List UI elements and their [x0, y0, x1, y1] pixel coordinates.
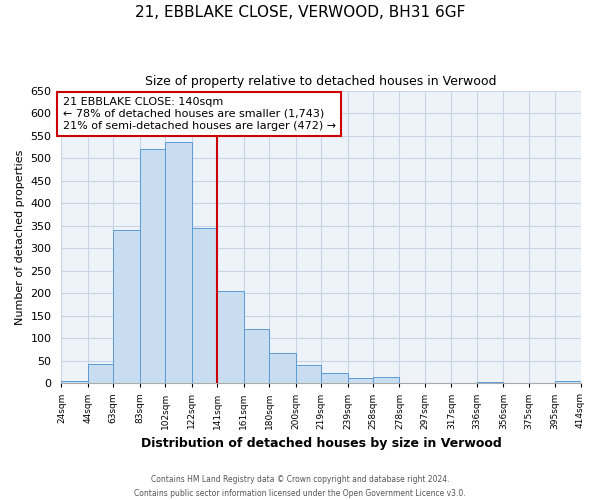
Bar	[113, 230, 140, 384]
Bar	[476, 382, 503, 384]
Bar	[140, 149, 165, 384]
Bar	[192, 228, 217, 384]
Bar	[165, 142, 192, 384]
X-axis label: Distribution of detached houses by size in Verwood: Distribution of detached houses by size …	[140, 437, 502, 450]
Bar	[269, 352, 296, 384]
Bar	[373, 378, 400, 384]
Text: 21, EBBLAKE CLOSE, VERWOOD, BH31 6GF: 21, EBBLAKE CLOSE, VERWOOD, BH31 6GF	[135, 5, 465, 20]
Bar	[347, 378, 373, 384]
Bar	[296, 366, 321, 384]
Title: Size of property relative to detached houses in Verwood: Size of property relative to detached ho…	[145, 75, 497, 88]
Bar	[244, 329, 269, 384]
Bar	[321, 374, 347, 384]
Bar	[555, 382, 581, 384]
Bar	[61, 381, 88, 384]
Bar	[88, 364, 113, 384]
Text: 21 EBBLAKE CLOSE: 140sqm
← 78% of detached houses are smaller (1,743)
21% of sem: 21 EBBLAKE CLOSE: 140sqm ← 78% of detach…	[63, 98, 336, 130]
Y-axis label: Number of detached properties: Number of detached properties	[15, 149, 25, 324]
Text: Contains HM Land Registry data © Crown copyright and database right 2024.
Contai: Contains HM Land Registry data © Crown c…	[134, 476, 466, 498]
Bar	[217, 291, 244, 384]
